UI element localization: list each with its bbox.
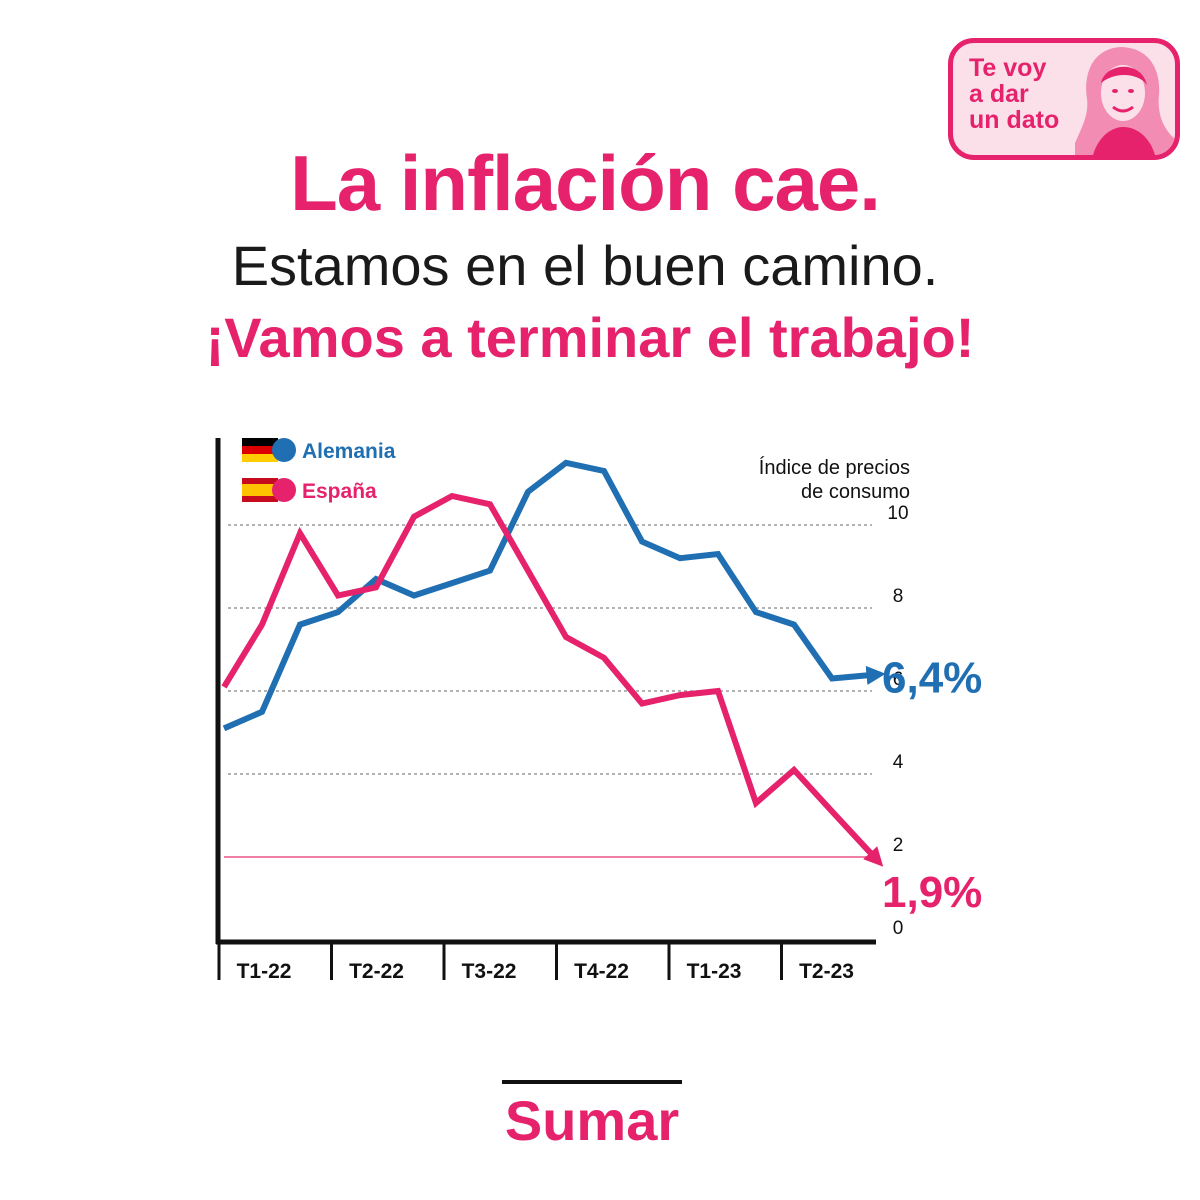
legend-dot-germany — [272, 438, 296, 462]
flag-spain-icon — [242, 478, 278, 484]
headline-subtitle: Estamos en el buen camino. — [231, 234, 939, 297]
y-tick-label-10: 10 — [887, 503, 908, 524]
y-tick-label-0: 0 — [893, 918, 904, 939]
x-tick-label-T1-22: T1-22 — [237, 960, 292, 983]
legend-label-spain: España — [302, 480, 377, 503]
y-tick-label-8: 8 — [893, 586, 904, 607]
te-voy-a-dar-un-dato-badge: Te voy a dar un dato — [948, 38, 1180, 160]
legend-item-germany: Alemania — [242, 438, 396, 463]
x-tick-label-T2-22: T2-22 — [349, 960, 404, 983]
legend-item-spain: España — [242, 478, 377, 503]
end-label-spain: 1,9% — [882, 868, 982, 917]
series-line-spain — [221, 492, 884, 867]
flag-germany-icon — [242, 438, 278, 446]
y-axis-label-line-1: Índice de precios — [759, 456, 910, 479]
badge-line-2: a dar — [969, 80, 1029, 108]
sumar-logo: Sumar — [504, 1089, 680, 1152]
portrait-illustration-icon — [1075, 47, 1175, 155]
y-tick-label-6: 6 — [893, 669, 904, 690]
legend-label-germany: Alemania — [302, 440, 396, 463]
logo-rule — [502, 1080, 682, 1084]
legend-dot-spain — [272, 478, 296, 502]
x-tick-label-T3-22: T3-22 — [462, 960, 517, 983]
call-to-action-text: ¡Vamos a terminar el trabajo! — [205, 306, 975, 369]
y-axis-label-line-2: de consumo — [801, 481, 910, 503]
x-tick-label-T1-23: T1-23 — [687, 960, 742, 983]
headline-title: La inflación cae. — [290, 139, 881, 227]
y-tick-label-4: 4 — [893, 752, 904, 773]
y-tick-label-2: 2 — [893, 835, 904, 856]
badge-text: Te voy a dar un dato — [969, 55, 1089, 133]
x-tick-label-T2-23: T2-23 — [799, 960, 854, 983]
x-tick-label-T4-22: T4-22 — [574, 960, 629, 983]
badge-line-1: Te voy — [969, 54, 1047, 82]
badge-line-3: un dato — [969, 106, 1060, 134]
end-label-germany: 6,4% — [882, 653, 982, 702]
series-line-germany — [222, 459, 886, 732]
